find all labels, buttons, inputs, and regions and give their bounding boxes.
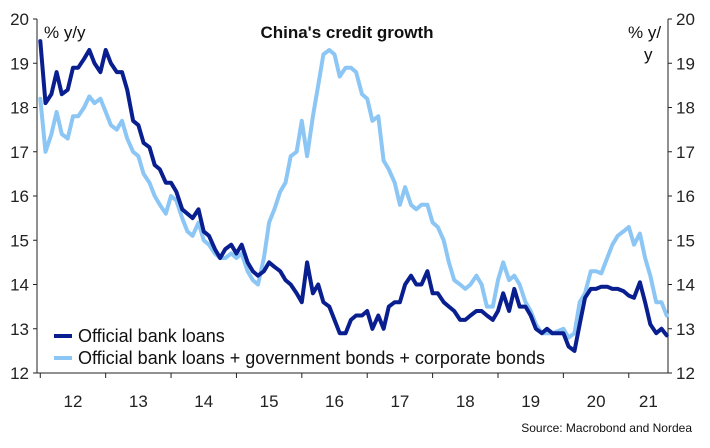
y-axis-label-right-line1: % y/ (628, 23, 661, 42)
y-tick-label-left: 19 (10, 54, 29, 73)
x-tick-label: 21 (639, 392, 658, 411)
y-axis-label-left: % y/y (44, 23, 86, 42)
y-tick-label-right: 18 (676, 99, 695, 118)
y-tick-label-right: 20 (676, 10, 695, 29)
x-tick-label: 12 (64, 392, 83, 411)
x-tick-label: 15 (260, 392, 279, 411)
x-tick-label: 16 (325, 392, 344, 411)
source-note: Source: Macrobond and Nordea (521, 421, 692, 435)
legend-label-bank-loans: Official bank loans (78, 326, 225, 346)
chart-title: China's credit growth (260, 23, 433, 42)
y-tick-label-left: 17 (10, 143, 29, 162)
y-tick-label-left: 16 (10, 187, 29, 206)
axes: 12 12 13 13 14 14 15 15 16 16 17 17 18 18 19 19 20 20 12 13… (10, 10, 695, 411)
legend: Official bank loans Official bank loans … (54, 326, 545, 368)
y-tick-label-left: 13 (10, 320, 29, 339)
x-tick-label: 18 (456, 392, 475, 411)
y-tick-label-left: 12 (10, 364, 29, 383)
y-axis-label-right-line2: y (644, 45, 653, 64)
series-line-total-credit (38, 48, 669, 340)
y-tick-label-left: 15 (10, 231, 29, 250)
legend-label-total-credit: Official bank loans + government bonds +… (78, 348, 545, 368)
y-tick-label-right: 14 (676, 276, 695, 295)
y-tick-label-right: 12 (676, 364, 695, 383)
x-tick-label: 14 (194, 392, 213, 411)
y-axis-label-right: % y/ y (628, 23, 661, 64)
y-tick-label-left: 18 (10, 99, 29, 118)
x-tick-label: 20 (587, 392, 606, 411)
x-tick-label: 13 (129, 392, 148, 411)
y-tick-label-right: 17 (676, 143, 695, 162)
series-line-bank-loans (38, 39, 669, 353)
y-tick-label-right: 16 (676, 187, 695, 206)
x-tick-label: 19 (521, 392, 540, 411)
y-tick-label-right: 15 (676, 231, 695, 250)
y-tick-label-right: 19 (676, 54, 695, 73)
series-lines (38, 39, 669, 353)
y-tick-label-left: 20 (10, 10, 29, 29)
y-tick-label-right: 13 (676, 320, 695, 339)
y-tick-label-left: 14 (10, 276, 29, 295)
x-tick-label: 17 (390, 392, 409, 411)
